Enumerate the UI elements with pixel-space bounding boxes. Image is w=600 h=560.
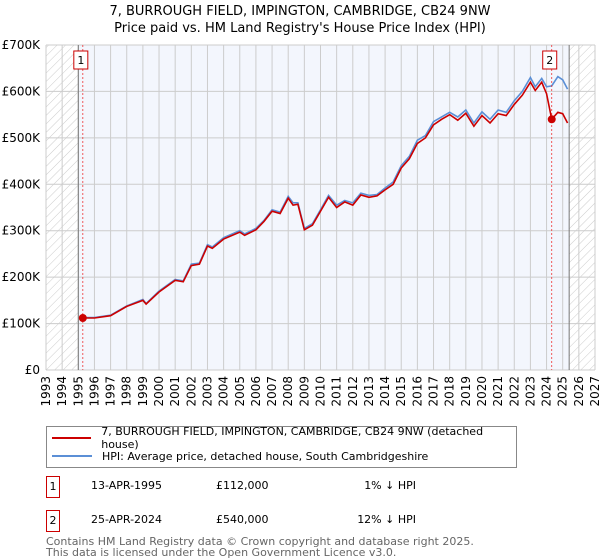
transaction-price: £540,000 — [216, 513, 269, 526]
y-tick-label: £500K — [2, 131, 42, 145]
transaction-hpi: 12% ↓ HPI — [357, 513, 416, 526]
legend-item-hpi: HPI: Average price, detached house, Sout… — [52, 448, 428, 464]
x-tick-label: 2000 — [152, 376, 166, 407]
transaction-marker-box — [73, 50, 89, 70]
x-tick-label: 1994 — [55, 376, 69, 407]
x-tick-label: 2014 — [378, 376, 392, 407]
transaction-date: 13-APR-1995 — [91, 479, 163, 492]
x-tick-label: 2025 — [556, 376, 570, 407]
x-tick-label: 2006 — [249, 376, 263, 407]
transaction-marker-box — [542, 50, 558, 70]
x-tick-label: 2018 — [443, 376, 457, 407]
x-tick-label: 2004 — [217, 376, 231, 407]
transaction-price: £112,000 — [216, 479, 269, 492]
transaction-date: 25-APR-2024 — [91, 513, 163, 526]
y-tick-label: £100K — [2, 317, 42, 331]
transaction-marker: 1 — [46, 476, 60, 498]
x-tick-label: 2012 — [346, 376, 360, 407]
legend-swatch — [52, 437, 92, 439]
transaction-point — [547, 115, 556, 124]
x-tick-label: 1998 — [120, 376, 134, 407]
transaction-hpi: 1% ↓ HPI — [364, 479, 416, 492]
y-tick-label: £200K — [2, 270, 42, 284]
legend: 7, BURROUGH FIELD, IMPINGTON, CAMBRIDGE,… — [46, 425, 517, 468]
y-tick-label: £600K — [2, 84, 42, 98]
x-tick-label: 2011 — [330, 376, 344, 407]
footer-copyright: Contains HM Land Registry data © Crown c… — [46, 535, 474, 548]
transaction-point — [78, 314, 87, 322]
legend-label: 7, BURROUGH FIELD, IMPINGTON, CAMBRIDGE,… — [101, 425, 484, 451]
x-tick-label: 2027 — [588, 376, 600, 407]
data-range-background — [78, 45, 570, 370]
x-tick-label: 1993 — [39, 376, 53, 407]
y-tick-label: £400K — [2, 177, 42, 191]
x-tick-label: 2020 — [475, 376, 489, 407]
x-tick-label: 1999 — [136, 376, 150, 407]
x-tick-label: 2007 — [265, 376, 279, 407]
x-tick-label: 2026 — [572, 376, 586, 407]
x-tick-label: 2003 — [200, 376, 214, 407]
x-tick-label: 2008 — [281, 376, 295, 407]
legend-swatch — [52, 455, 92, 457]
transaction-marker-label: 1 — [77, 54, 84, 67]
legend-item-property: 7, BURROUGH FIELD, IMPINGTON, CAMBRIDGE,… — [52, 425, 516, 451]
x-tick-label: 2015 — [394, 376, 408, 407]
transaction-marker: 2 — [46, 510, 60, 532]
x-tick-label: 1997 — [104, 376, 118, 407]
hpi-line — [82, 75, 569, 319]
x-tick-label: 1996 — [87, 376, 101, 407]
price-paid-line — [82, 80, 569, 319]
x-tick-label: 2021 — [491, 376, 505, 407]
x-tick-label: 2005 — [233, 376, 247, 407]
chart-subtitle: Price paid vs. HM Land Registry's House … — [114, 21, 486, 36]
y-tick-label: £700K — [2, 38, 42, 52]
y-tick-label: £0 — [25, 363, 40, 377]
footer-licence: This data is licensed under the Open Gov… — [46, 546, 397, 559]
x-tick-label: 2009 — [297, 376, 311, 407]
x-tick-label: 2019 — [459, 376, 473, 407]
x-tick-label: 2017 — [427, 376, 441, 407]
x-tick-label: 2010 — [314, 376, 328, 407]
legend-label: HPI: Average price, detached house, Sout… — [102, 449, 429, 463]
x-tick-label: 2013 — [362, 376, 376, 407]
x-tick-label: 2001 — [168, 376, 182, 407]
x-tick-label: 2016 — [410, 376, 424, 407]
y-tick-label: £300K — [2, 224, 42, 238]
x-tick-label: 2023 — [523, 376, 537, 407]
chart-title: 7, BURROUGH FIELD, IMPINGTON, CAMBRIDGE,… — [109, 4, 491, 19]
x-tick-label: 2002 — [184, 376, 198, 407]
transaction-marker-label: 2 — [546, 54, 553, 67]
x-tick-label: 1995 — [71, 376, 85, 407]
x-tick-label: 2024 — [540, 376, 554, 407]
x-tick-label: 2022 — [507, 376, 521, 407]
